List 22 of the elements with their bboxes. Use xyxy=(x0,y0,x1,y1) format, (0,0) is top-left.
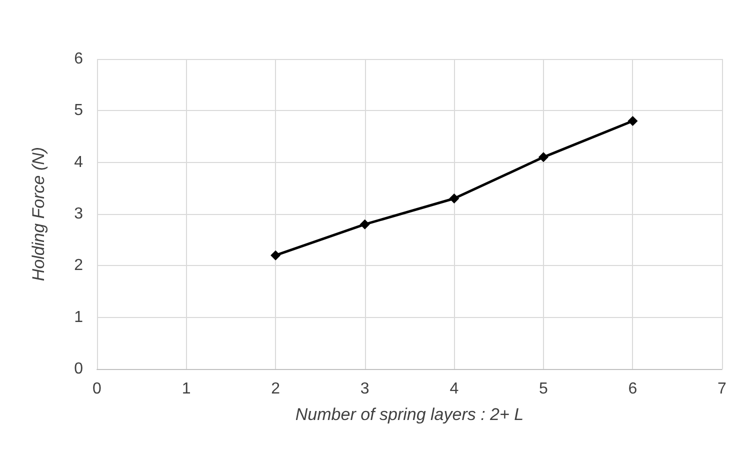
y-tick-label: 2 xyxy=(74,257,84,274)
x-tick-label: 0 xyxy=(92,380,102,398)
x-tick-label: 2 xyxy=(271,380,280,398)
y-tick-label: 0 xyxy=(74,360,84,378)
point xyxy=(270,250,281,260)
y-tick-label: 3 xyxy=(74,206,84,222)
point xyxy=(360,219,370,230)
y-tick-label: 4 xyxy=(74,154,84,171)
point xyxy=(449,194,460,204)
y-axis-title: Holding Force (N) xyxy=(29,146,48,282)
y-tick-label: 1 xyxy=(74,308,84,326)
x-tick-label: 7 xyxy=(718,380,727,398)
x-axis-title: Number of spring layers : 2+ L xyxy=(295,405,524,424)
point xyxy=(628,116,638,126)
x-tick-label: 1 xyxy=(182,380,191,398)
x-tick-label: 5 xyxy=(538,380,548,398)
x-tick-label: 4 xyxy=(450,380,459,398)
y-tick-label: 6 xyxy=(74,50,84,68)
x-tick-label: 3 xyxy=(360,380,370,398)
x-tick-label: 6 xyxy=(628,380,638,398)
y-tick-label: 5 xyxy=(74,102,84,120)
point xyxy=(538,152,548,162)
